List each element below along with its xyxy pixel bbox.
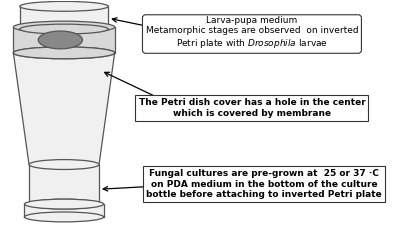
Ellipse shape bbox=[29, 160, 99, 169]
Polygon shape bbox=[13, 53, 115, 165]
Ellipse shape bbox=[13, 47, 115, 59]
Polygon shape bbox=[24, 204, 104, 217]
Text: Fungal cultures are pre-grown at  25 or 37 ·C
on PDA medium in the bottom of the: Fungal cultures are pre-grown at 25 or 3… bbox=[146, 169, 382, 199]
Polygon shape bbox=[13, 27, 115, 53]
Ellipse shape bbox=[20, 1, 108, 11]
Ellipse shape bbox=[38, 31, 82, 49]
Ellipse shape bbox=[13, 47, 115, 59]
Ellipse shape bbox=[24, 199, 104, 209]
Text: The Petri dish cover has a hole in the center
which is covered by membrane: The Petri dish cover has a hole in the c… bbox=[138, 99, 365, 118]
Polygon shape bbox=[29, 165, 99, 204]
Polygon shape bbox=[20, 6, 108, 29]
Ellipse shape bbox=[29, 199, 99, 209]
Ellipse shape bbox=[20, 24, 108, 34]
Text: Larva-pupa medium
Metamorphic stages are observed  on inverted
Petri plate with : Larva-pupa medium Metamorphic stages are… bbox=[146, 16, 358, 50]
Ellipse shape bbox=[24, 212, 104, 222]
Ellipse shape bbox=[13, 21, 115, 33]
